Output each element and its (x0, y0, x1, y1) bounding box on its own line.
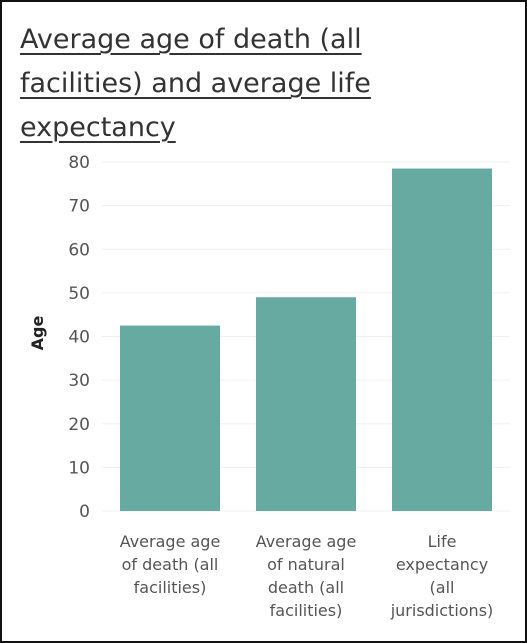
x-category-label: Average age of death (all facilities) (120, 532, 221, 597)
bar[interactable] (120, 325, 220, 511)
y-tick-label: 50 (68, 284, 90, 304)
bar[interactable] (256, 297, 356, 511)
y-tick-label: 60 (68, 240, 90, 260)
chart-title: Average age of death (all facilities) an… (20, 24, 371, 143)
y-tick-label: 80 (68, 153, 90, 173)
y-tick-label: 40 (68, 328, 90, 348)
y-tick-label: 70 (68, 197, 90, 217)
bar[interactable] (392, 168, 492, 511)
x-category-label: Average age of natural death (all facilitie… (256, 532, 357, 620)
y-tick-label: 10 (68, 458, 90, 478)
x-category-label: Life expectancy (all jurisdictions) (390, 532, 494, 620)
y-tick-label: 20 (68, 415, 90, 435)
y-tick-label: 0 (79, 502, 90, 522)
y-tick-label: 30 (68, 371, 90, 391)
y-axis-label: Age (28, 316, 47, 351)
